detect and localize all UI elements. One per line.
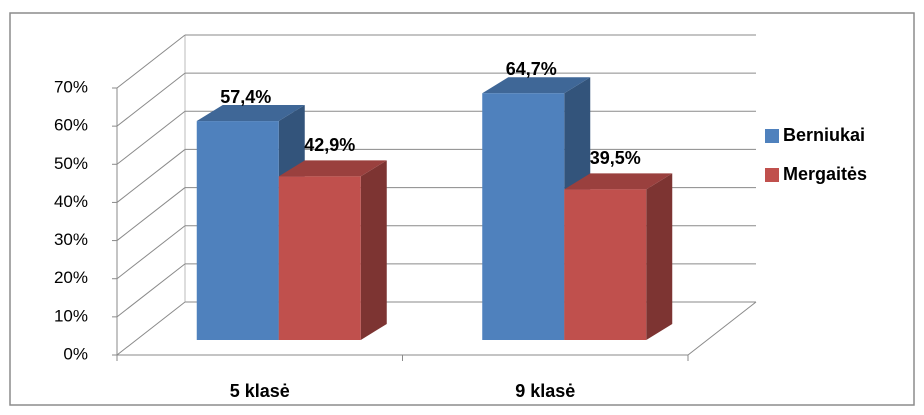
x-tick-label: 5 klasė xyxy=(230,381,290,401)
value-label: 64,7% xyxy=(506,59,557,79)
x-tick-label: 9 klasė xyxy=(515,381,575,401)
y-tick-label: 30% xyxy=(54,230,88,249)
grid-line xyxy=(116,225,186,280)
bar xyxy=(278,176,361,340)
value-label: 42,9% xyxy=(304,135,355,155)
y-tick-label: 20% xyxy=(54,268,88,287)
y-tick-label: 50% xyxy=(54,154,88,173)
legend-swatch xyxy=(765,129,779,143)
legend-swatch xyxy=(765,168,779,182)
bar-top xyxy=(482,77,591,94)
bar-top xyxy=(196,105,305,122)
bar-top xyxy=(278,160,387,177)
bar xyxy=(482,93,565,340)
grid-line xyxy=(116,187,186,241)
grid-line xyxy=(116,72,186,127)
y-tick-label: 70% xyxy=(54,77,88,96)
bar-side xyxy=(360,160,387,340)
bar xyxy=(564,189,647,340)
y-tick-label: 0% xyxy=(63,344,88,363)
y-tick-label: 60% xyxy=(54,116,88,135)
grid-line xyxy=(116,34,186,89)
grid-line xyxy=(116,110,186,165)
floor-line xyxy=(687,301,757,356)
value-label: 39,5% xyxy=(590,148,641,168)
bar-side xyxy=(646,173,673,340)
bar xyxy=(196,121,279,340)
bar-top xyxy=(564,173,673,190)
grid-line xyxy=(116,149,186,203)
grid-line xyxy=(116,301,186,356)
value-label: 57,4% xyxy=(220,87,271,107)
y-tick-label: 40% xyxy=(54,192,88,211)
y-tick-label: 10% xyxy=(54,306,88,325)
legend-label: Berniukai xyxy=(783,125,865,145)
legend-label: Mergaitės xyxy=(783,164,867,184)
grid-line xyxy=(116,263,186,318)
chart-border xyxy=(9,12,915,406)
